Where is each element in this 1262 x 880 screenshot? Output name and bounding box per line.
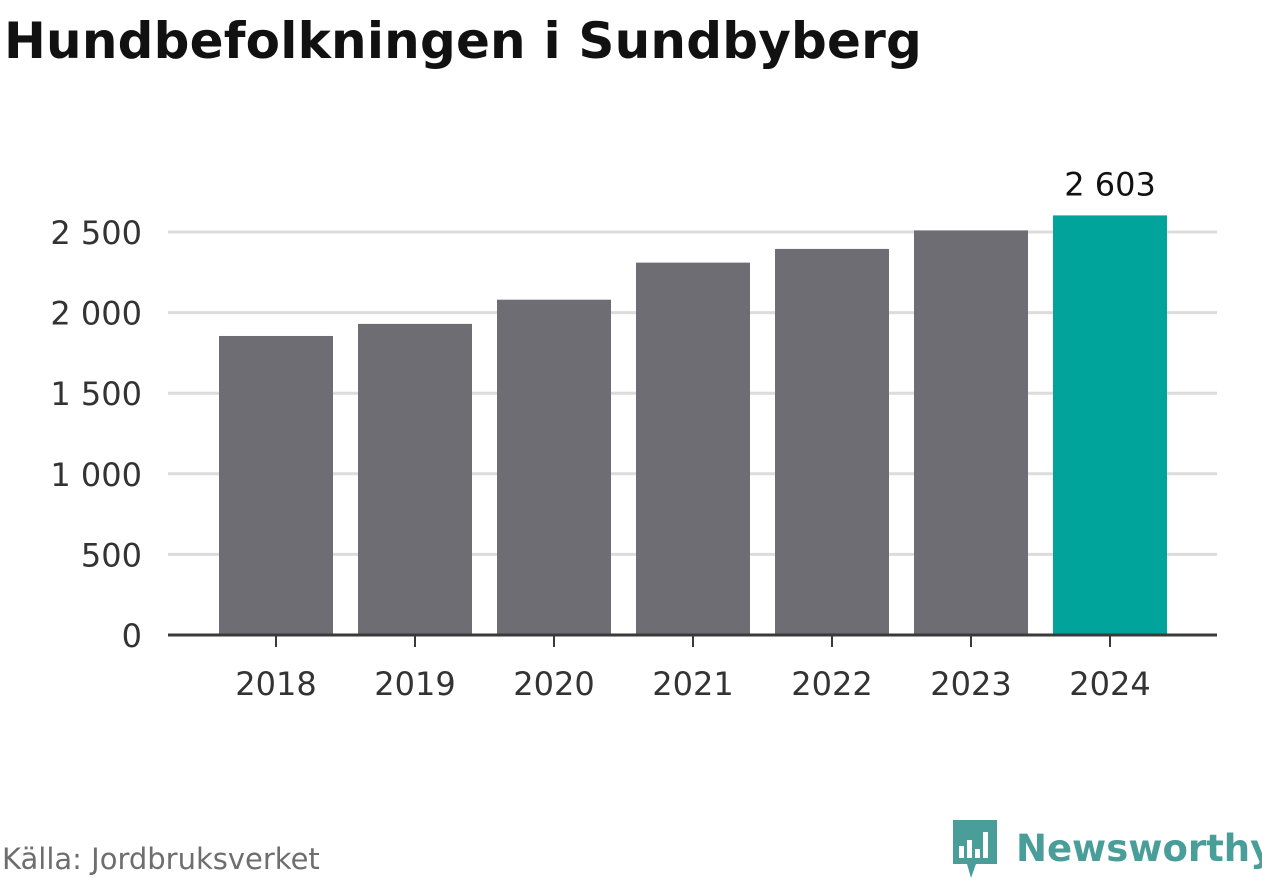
y-tick-label: 500 [81, 536, 142, 574]
y-tick-label: 1 000 [50, 456, 142, 494]
x-tick-label: 2023 [930, 665, 1011, 703]
x-tick-label: 2020 [513, 665, 594, 703]
y-tick-label: 2 000 [50, 295, 142, 333]
x-tick-label: 2021 [652, 665, 733, 703]
brand-logo: Newsworthy [950, 818, 1262, 880]
bar-2018 [219, 335, 333, 635]
x-tick-label: 2024 [1069, 665, 1150, 703]
bars [219, 215, 1167, 635]
bar-2021 [636, 262, 750, 635]
labels: 0 500 1 000 1 500 2 000 2 500 2018 2019 2020 2021… [50, 165, 1155, 703]
brand-name: Newsworthy [1016, 827, 1262, 870]
bar-2023 [914, 230, 1028, 635]
y-tick-label: 2 500 [50, 214, 142, 252]
bar-2019 [358, 323, 472, 635]
data-label-highlight: 2 603 [1064, 165, 1156, 203]
bar-2020 [497, 299, 611, 635]
x-tick-label: 2022 [791, 665, 872, 703]
x-tick-label: 2018 [235, 665, 316, 703]
x-tick-label: 2019 [374, 665, 455, 703]
y-tick-label: 0 [122, 617, 142, 655]
source-note: Källa: Jordbruksverket [2, 842, 320, 876]
bar-2024 [1053, 215, 1167, 635]
axes [168, 633, 1217, 647]
chart-title: Hundbefolkningen i Sundbyberg [4, 12, 922, 70]
newsworthy-bar-chart-icon [953, 820, 997, 878]
bar-2022 [775, 248, 889, 635]
y-tick-label: 1 500 [50, 375, 142, 413]
